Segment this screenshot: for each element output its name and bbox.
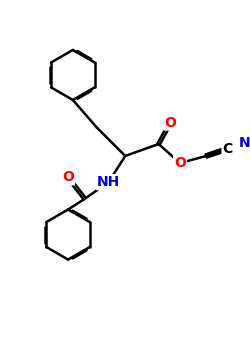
Text: O: O <box>164 116 176 130</box>
Text: NH: NH <box>97 175 120 189</box>
Text: C: C <box>222 142 233 156</box>
Text: O: O <box>62 170 74 184</box>
Text: N: N <box>238 136 250 150</box>
Text: O: O <box>174 156 186 170</box>
